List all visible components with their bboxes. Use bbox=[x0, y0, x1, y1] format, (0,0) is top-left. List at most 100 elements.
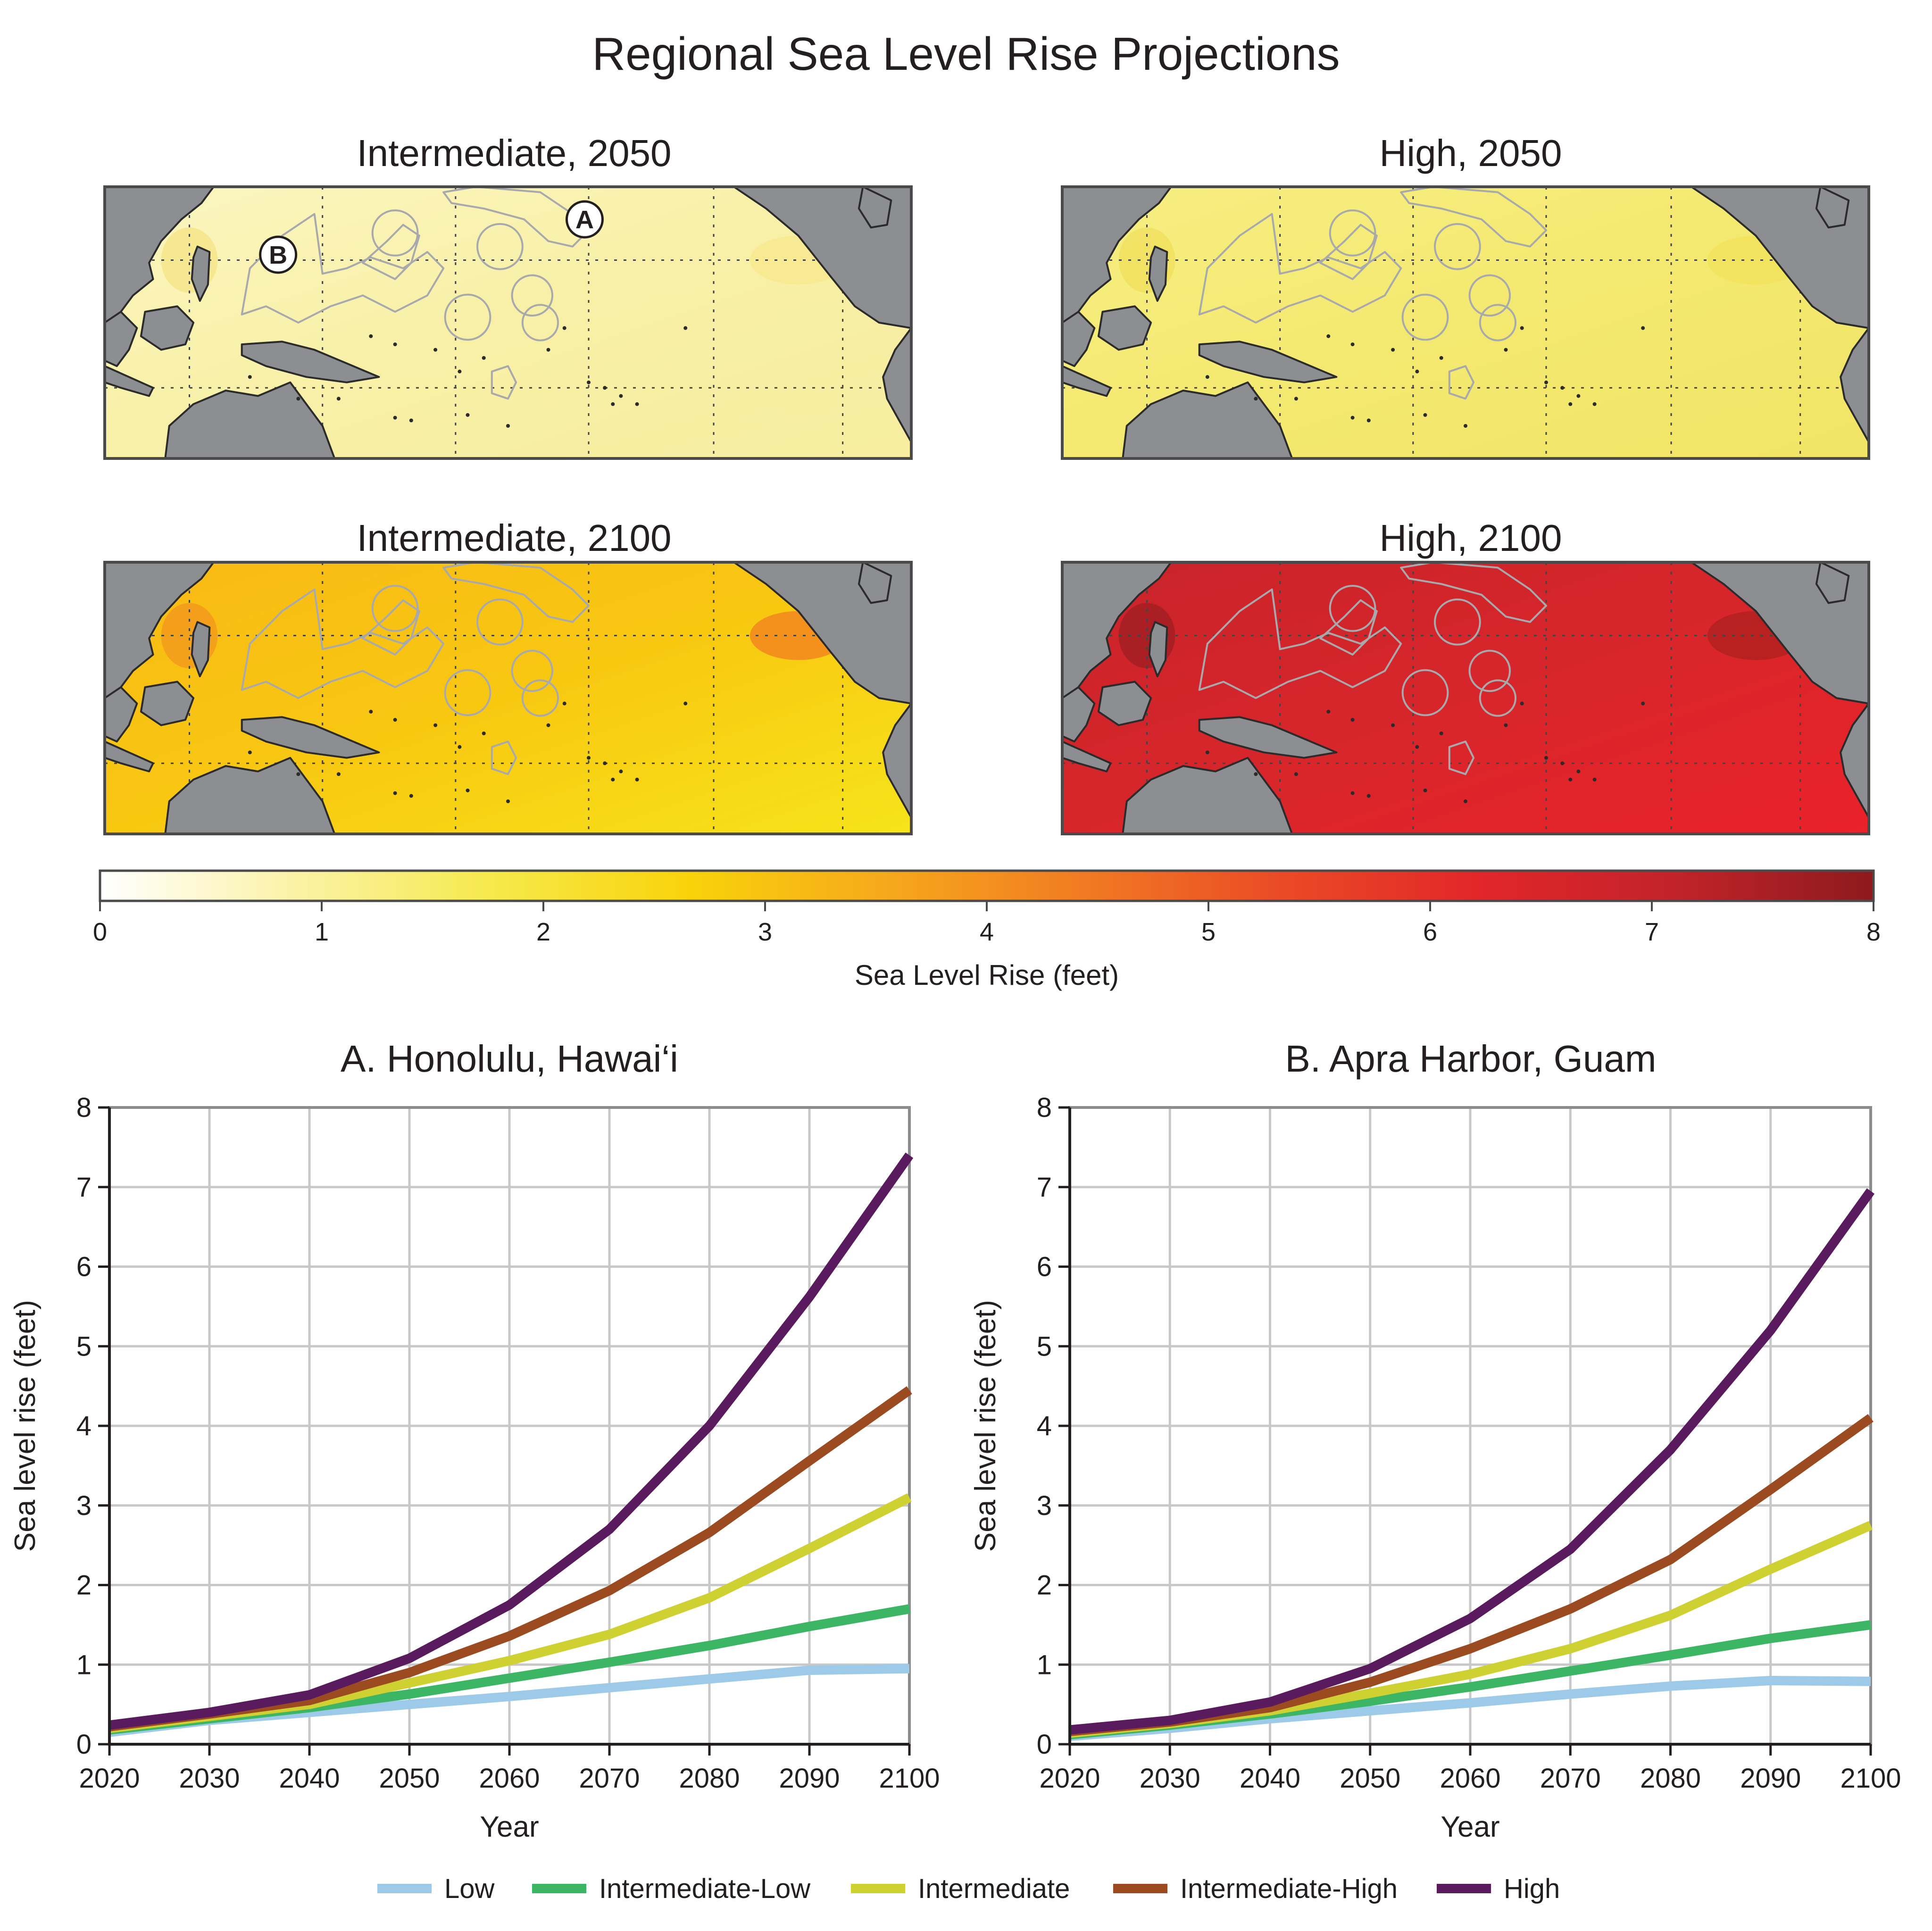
micronesia-region-outline bbox=[1198, 213, 1402, 324]
island-dot bbox=[409, 794, 413, 798]
island-dot bbox=[409, 418, 413, 423]
x-tick-label: 2050 bbox=[1340, 1763, 1400, 1794]
island-dot bbox=[1415, 369, 1419, 374]
howland-region-circle bbox=[1401, 669, 1449, 716]
island-dot bbox=[336, 772, 341, 776]
chart-legend: Low Intermediate-Low Intermediate Intermedi… bbox=[377, 1873, 1560, 1904]
micronesia-region-outline bbox=[241, 588, 445, 699]
map-frame bbox=[103, 185, 913, 460]
island-dot bbox=[1294, 772, 1298, 776]
series-line-high bbox=[1069, 1188, 1875, 1735]
island-dot bbox=[1560, 761, 1565, 766]
island-dot bbox=[1350, 718, 1355, 722]
island-dot bbox=[1391, 723, 1395, 727]
wake-region-circle bbox=[1329, 585, 1376, 632]
island-dot bbox=[1350, 342, 1355, 347]
island-dot bbox=[458, 745, 462, 749]
island-dot bbox=[1544, 380, 1548, 384]
micronesia-region-outline bbox=[1198, 588, 1402, 699]
island-dot bbox=[1423, 788, 1427, 792]
location-marker-b bbox=[259, 235, 298, 274]
island-dot bbox=[393, 416, 397, 420]
borneo-land bbox=[140, 681, 195, 726]
island-dot bbox=[1350, 416, 1355, 420]
island-dot bbox=[1366, 794, 1371, 798]
hawaii-region-outline bbox=[442, 187, 590, 248]
map-title: Intermediate, 2050 bbox=[357, 132, 671, 174]
florida-land bbox=[858, 187, 892, 229]
jarvis-region-circle bbox=[521, 679, 559, 717]
australia-land bbox=[1122, 757, 1293, 834]
y-tick-label: 7 bbox=[76, 1172, 92, 1203]
island-dot bbox=[506, 424, 510, 428]
x-tick-label: 2050 bbox=[379, 1763, 440, 1794]
y-axis-label: Sea level rise (feet) bbox=[9, 1300, 42, 1552]
jarvis-region-circle bbox=[1479, 679, 1517, 717]
island-dot bbox=[1641, 701, 1645, 706]
y-tick-label: 7 bbox=[1037, 1172, 1052, 1203]
y-tick-label: 6 bbox=[1037, 1252, 1052, 1282]
legend-label: Low bbox=[444, 1873, 495, 1904]
island-dot bbox=[1576, 769, 1581, 774]
island-dot bbox=[369, 334, 373, 338]
x-tick-label: 2060 bbox=[1440, 1763, 1500, 1794]
island-dot bbox=[635, 402, 639, 406]
island-dot bbox=[336, 397, 341, 401]
central-america-land bbox=[882, 327, 911, 443]
island-dot bbox=[587, 380, 591, 384]
indochina-land bbox=[1062, 311, 1096, 367]
island-dot bbox=[1464, 424, 1467, 428]
map-frame bbox=[103, 561, 913, 835]
legend-label: Intermediate-High bbox=[1180, 1873, 1398, 1904]
x-tick-label: 2060 bbox=[479, 1763, 540, 1794]
johnston-region-circle bbox=[1434, 598, 1481, 646]
map-frame bbox=[1061, 185, 1870, 460]
central-america-land bbox=[1840, 702, 1869, 819]
map-content bbox=[105, 562, 911, 834]
island-dot bbox=[466, 788, 470, 792]
new-guinea-land bbox=[1198, 341, 1338, 383]
island-dot bbox=[1592, 402, 1597, 406]
phoenix-region-circle bbox=[1468, 649, 1511, 692]
map-title: Intermediate, 2100 bbox=[357, 517, 671, 559]
map-title: High, 2100 bbox=[1380, 517, 1562, 559]
island-dot bbox=[296, 397, 300, 401]
sumatra-land bbox=[105, 365, 154, 397]
sumatra-land bbox=[1062, 741, 1112, 773]
island-dot bbox=[369, 709, 373, 714]
howland-region-circle bbox=[444, 669, 491, 716]
new-guinea-land bbox=[1198, 716, 1338, 759]
island-dot bbox=[562, 701, 566, 706]
marshall-region-outline bbox=[1319, 599, 1378, 656]
island-dot bbox=[619, 769, 623, 774]
samoa-region-outline bbox=[491, 741, 517, 775]
x-tick-label: 2090 bbox=[779, 1763, 840, 1794]
indochina-land bbox=[105, 311, 138, 367]
samoa-region-outline bbox=[1448, 365, 1475, 400]
island-dot bbox=[1350, 791, 1355, 795]
samoa-region-outline bbox=[1448, 741, 1475, 775]
philippines-land bbox=[191, 621, 211, 677]
island-dot bbox=[458, 369, 462, 374]
colorbar-tick-label: 6 bbox=[1423, 918, 1437, 946]
legend-item-intermediate-high: Intermediate-High bbox=[1113, 1873, 1398, 1904]
x-tick-label: 2070 bbox=[1540, 1763, 1601, 1794]
island-dot bbox=[1592, 777, 1597, 782]
island-dot bbox=[611, 402, 615, 406]
australia-land bbox=[164, 757, 336, 834]
island-dot bbox=[1641, 326, 1645, 330]
borneo-land bbox=[1097, 681, 1152, 726]
colorbar-tick-label: 8 bbox=[1866, 918, 1881, 946]
island-dot bbox=[1439, 731, 1443, 735]
island-dot bbox=[1205, 750, 1209, 755]
location-marker-label: A bbox=[575, 206, 594, 234]
map-content bbox=[1062, 562, 1869, 834]
hawaii-region-outline bbox=[1400, 187, 1547, 248]
indochina-land bbox=[105, 686, 138, 743]
x-tick-label: 2100 bbox=[1840, 1763, 1901, 1794]
island-dot bbox=[393, 791, 397, 795]
wake-region-circle bbox=[1329, 209, 1376, 257]
island-dot bbox=[1254, 772, 1258, 776]
central-america-land bbox=[1840, 327, 1869, 443]
